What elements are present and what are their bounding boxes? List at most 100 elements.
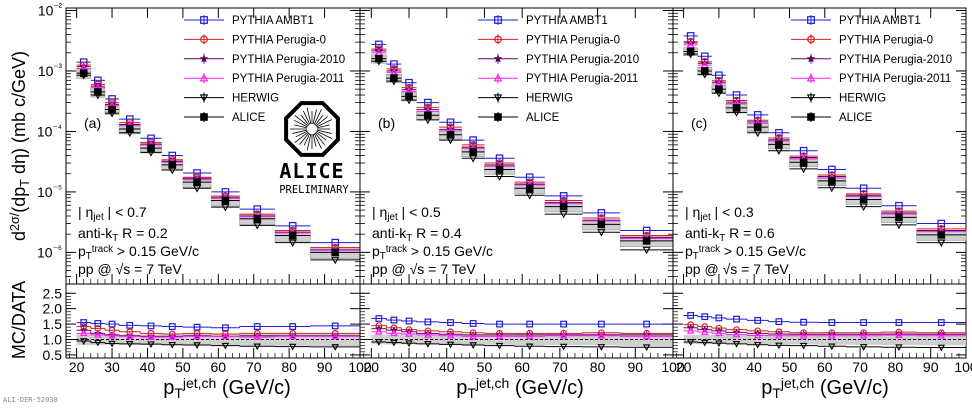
ratio-point-ambt1 xyxy=(469,320,477,327)
point-alice xyxy=(799,158,808,166)
ratio-point-herwig xyxy=(559,343,568,351)
point-herwig xyxy=(331,256,340,265)
legend-label: ALICE xyxy=(232,112,266,124)
alice-logo-octagon xyxy=(284,101,340,157)
ratio-tick-label: 1.5 xyxy=(43,316,63,332)
ratio-point-herwig xyxy=(424,341,432,348)
legend-entry-perugia2011: PYTHIA Perugia-2011 xyxy=(791,73,951,85)
panel-tag: (a) xyxy=(84,115,101,131)
ratio-herwig xyxy=(371,339,673,352)
x-tick-label: 60 xyxy=(817,359,833,375)
ratio-point-herwig xyxy=(753,341,762,349)
ratio-point-perugia2011 xyxy=(937,331,946,339)
legend-label: PYTHIA AMBT1 xyxy=(839,15,921,27)
x-tick-label: 90 xyxy=(317,359,333,375)
ratio-point-herwig xyxy=(108,340,116,348)
legend-label: PYTHIA Perugia-2010 xyxy=(232,54,345,66)
ratio-point-ambt1 xyxy=(147,322,155,330)
ratio-point-herwig xyxy=(859,344,868,351)
ratio-point-ambt1 xyxy=(715,314,723,322)
ratio-point-ambt1 xyxy=(424,318,432,326)
ratio-point-perugia2011 xyxy=(79,329,88,337)
legend-marker-perugia0 xyxy=(807,35,815,44)
legend-label: PYTHIA AMBT1 xyxy=(232,15,314,27)
alice-logo-sub: PRELIMINARY xyxy=(279,184,349,196)
ratio-point-ambt1 xyxy=(733,315,740,323)
ratio-point-perugia2011 xyxy=(495,332,504,340)
series-alice xyxy=(371,54,673,245)
x-tick-label: 20 xyxy=(364,359,380,375)
panel-tag: (b) xyxy=(378,115,395,131)
ratio-point-ambt1 xyxy=(895,319,903,326)
ratio-point-herwig xyxy=(126,341,134,348)
ratio-point-herwig xyxy=(525,343,534,351)
x-axis-title: pTjet,ch (GeV/c) xyxy=(163,375,291,401)
ratio-point-ambt1 xyxy=(643,320,651,328)
ratio-point-perugia2011 xyxy=(390,329,398,337)
legend: PYTHIA AMBT1 PYTHIA Perugia-0 PYTHIA Perug… xyxy=(478,15,639,124)
x-tick-label: 100 xyxy=(661,359,685,375)
legend-marker-perugia2011 xyxy=(199,73,209,82)
ratio-point-ambt1 xyxy=(168,323,176,330)
legend-entry-ambt1: PYTHIA AMBT1 xyxy=(184,15,314,27)
x-tick-label: 60 xyxy=(211,359,227,375)
legend-label: HERWIG xyxy=(526,93,573,105)
ratio-tick-label: 1.0 xyxy=(43,332,63,348)
ratio-point-perugia2011 xyxy=(193,332,201,340)
ratio-point-ambt1 xyxy=(800,318,808,326)
legend-label: ALICE xyxy=(526,112,560,124)
x-tick-label: 70 xyxy=(852,359,868,375)
info-line: | ηjet | < 0.5 xyxy=(372,204,441,223)
legend-entry-herwig: HERWIG xyxy=(478,92,573,105)
ratio-point-ambt1 xyxy=(597,320,605,328)
legend-entry-perugia0: PYTHIA Perugia-0 xyxy=(478,34,620,46)
ratio-point-perugia2011 xyxy=(799,331,808,339)
ratio-point-ambt1 xyxy=(331,322,339,330)
info-line: anti-kT R = 0.4 xyxy=(372,225,462,244)
x-tick-label: 70 xyxy=(246,359,262,375)
y-tick-label: 10⁻⁵ xyxy=(37,184,62,200)
series-alice xyxy=(683,47,966,239)
legend-label: PYTHIA Perugia-2010 xyxy=(839,54,952,66)
ratio-point-perugia2011 xyxy=(859,331,868,339)
ratio-point-perugia2011 xyxy=(221,332,230,340)
ratio-point-perugia2011 xyxy=(125,332,134,340)
x-axis-titles: pTjet,ch (GeV/c) pTjet,ch (GeV/c) pTjet,ch… xyxy=(163,375,889,401)
point-alice xyxy=(94,88,102,96)
point-alice xyxy=(642,237,651,245)
ratio-point-ambt1 xyxy=(937,319,945,326)
alice-logo-ray xyxy=(302,110,311,125)
ratio-point-perugia2011 xyxy=(469,332,477,340)
legend-entry-perugia2010: PYTHIA Perugia-2010 xyxy=(791,53,952,66)
ratio-point-herwig xyxy=(895,344,903,352)
y-tick-label: 10⁻⁶ xyxy=(37,244,62,260)
panel-tag: (c) xyxy=(691,115,707,131)
legend-marker-ambt1 xyxy=(200,16,208,24)
x-tick-label: 90 xyxy=(923,359,939,375)
point-alice xyxy=(753,123,762,131)
ratio-point-ambt1 xyxy=(496,320,503,328)
info-line: anti-kT R = 0.6 xyxy=(685,225,775,244)
x-tick-label: 80 xyxy=(888,359,904,375)
x-tick-label: 20 xyxy=(676,359,692,375)
ratio-point-ambt1 xyxy=(80,319,88,326)
alice-logo-ray xyxy=(295,130,308,138)
ratio-point-herwig xyxy=(168,341,176,349)
ratio-perugia2011 xyxy=(76,329,360,340)
ratio-point-herwig xyxy=(686,339,695,346)
legend-label: PYTHIA AMBT1 xyxy=(526,15,608,27)
alice-logo-ray xyxy=(316,119,332,128)
legend-entry-ambt1: PYTHIA AMBT1 xyxy=(791,15,921,27)
ratio-point-herwig xyxy=(375,339,383,346)
alice-logo-ray xyxy=(315,116,328,127)
alice-logo-ray xyxy=(299,132,310,145)
x-tick-label: 60 xyxy=(514,359,530,375)
ratio-point-herwig xyxy=(94,339,102,347)
legend-entry-herwig: HERWIG xyxy=(791,92,886,105)
legend-entry-perugia2010: PYTHIA Perugia-2010 xyxy=(184,53,345,66)
ratio-point-perugia2011 xyxy=(700,328,709,335)
info-line: pp @ √s = 7 TeV xyxy=(685,261,789,277)
point-herwig xyxy=(937,239,946,247)
alice-logo-ray xyxy=(315,131,327,141)
legend-entry-perugia0: PYTHIA Perugia-0 xyxy=(791,34,933,46)
